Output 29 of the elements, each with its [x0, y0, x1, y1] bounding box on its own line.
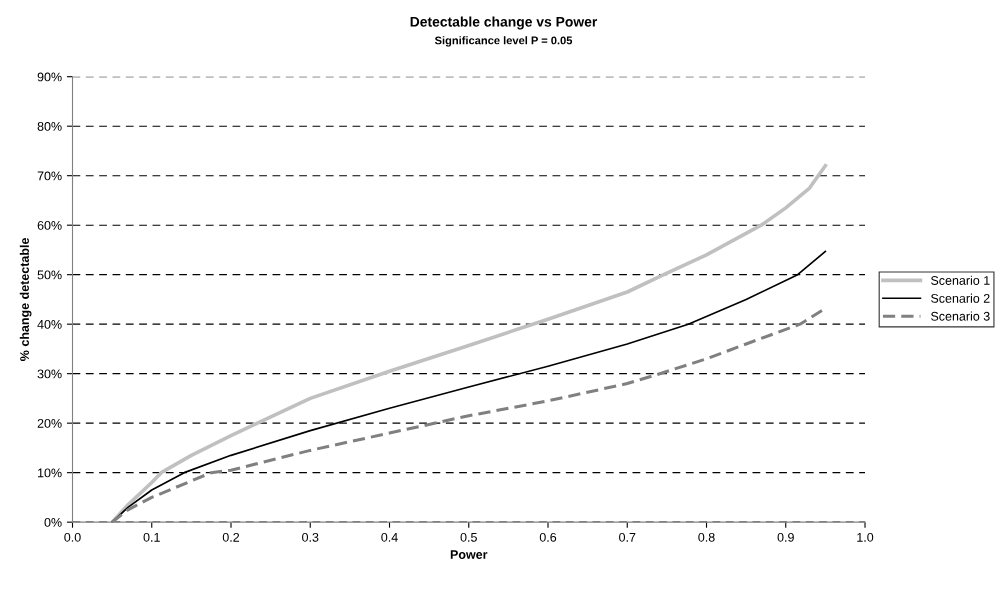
y-tick-label: 10%	[38, 468, 62, 478]
y-tick-label: 80%	[37, 122, 62, 131]
x-tick-label: 0.5	[460, 532, 477, 542]
legend-label: Scenario 2	[931, 293, 990, 303]
x-tick-label: 0.9	[777, 532, 794, 542]
y-tick-label: 20%	[37, 418, 62, 428]
line-series	[110, 163, 828, 523]
x-tick-label: 0.3	[302, 532, 319, 542]
x-tick-label: 0.6	[539, 532, 557, 542]
x-tick-label: 0.8	[698, 532, 715, 542]
x-tick-label: 0.7	[619, 532, 636, 542]
chart-subtitle: Significance level P = 0.05	[434, 36, 573, 47]
y-tick-label: 30%	[37, 369, 62, 379]
y-tick-label: 0%	[44, 517, 62, 527]
y-tick-label: 40%	[37, 319, 62, 329]
x-tick-label: 0.0	[64, 532, 81, 542]
x-tick-label: 0.4	[381, 532, 398, 542]
y-tick-label: 50%	[37, 270, 62, 280]
legend-label: Scenario 3	[931, 311, 990, 321]
y-tick-label: 70%	[37, 171, 62, 181]
x-axis-title: Power	[450, 550, 488, 559]
y-tick-label: 60%	[37, 220, 62, 230]
x-tick-label: 0.2	[222, 532, 240, 542]
legend-label: Scenario 1	[931, 275, 990, 285]
chart-title: Detectable change vs Power	[410, 16, 598, 30]
x-tick-label: 0.1	[143, 532, 160, 542]
y-tick-label: 90%	[37, 72, 62, 82]
y-axis-title: % change detectable	[19, 238, 32, 361]
x-tick-label: 1.0	[857, 532, 874, 542]
